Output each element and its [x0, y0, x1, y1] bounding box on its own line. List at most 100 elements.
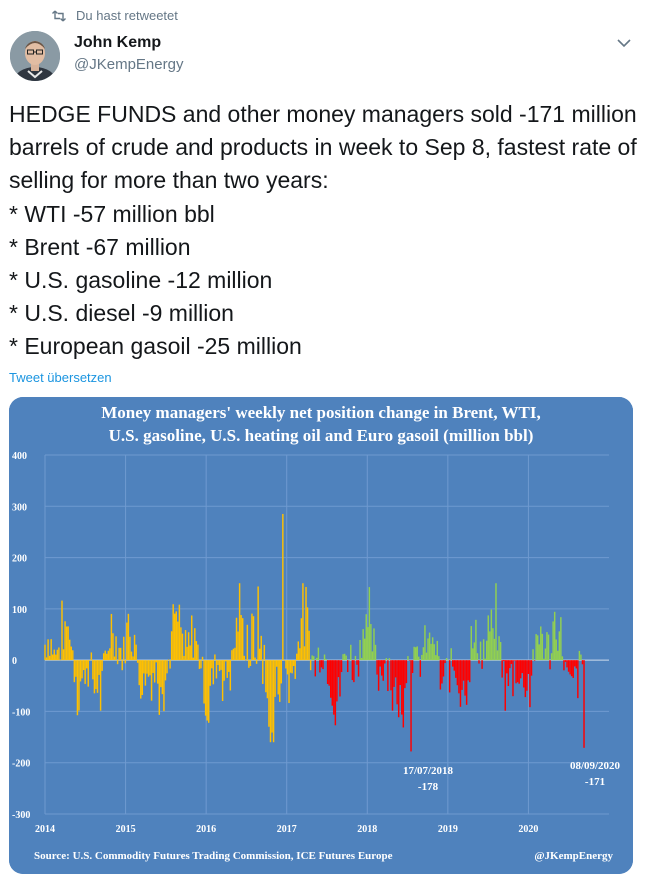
- chart-bar: [186, 646, 188, 661]
- chevron-down-icon[interactable]: [614, 36, 634, 50]
- chart-bar: [123, 636, 125, 661]
- chart-bar: [532, 649, 534, 661]
- chart-bar: [217, 660, 219, 666]
- chart-bar: [184, 630, 187, 661]
- avatar[interactable]: [10, 31, 60, 81]
- chart-bar: [379, 660, 381, 667]
- chart-bar: [470, 626, 473, 661]
- chart-bar: [410, 660, 412, 752]
- chart-bar: [255, 660, 258, 664]
- chart-bar: [59, 659, 62, 661]
- y-tick-label: 400: [12, 451, 27, 462]
- chart-bar: [229, 660, 232, 691]
- chart-bar: [444, 660, 446, 664]
- chart-bar: [279, 660, 281, 702]
- chart-bar: [339, 660, 341, 697]
- chart-bar: [146, 660, 148, 674]
- chart-bar: [577, 660, 579, 699]
- chart-bar: [363, 638, 366, 661]
- chart-bar: [519, 660, 522, 679]
- chart-bar: [62, 649, 65, 661]
- annotation-value-2020: -171: [585, 776, 605, 788]
- chart-bar: [462, 660, 465, 681]
- chart-image[interactable]: Money managers' weekly net position chan…: [9, 397, 633, 874]
- chart-bar: [203, 660, 205, 704]
- chart-bar: [289, 660, 292, 673]
- chart-bar: [581, 660, 584, 665]
- chart-bar: [416, 646, 418, 661]
- chart-bar: [238, 583, 241, 661]
- chart-bar: [583, 660, 585, 748]
- chart-bar: [167, 659, 170, 661]
- chart-bar: [178, 604, 181, 661]
- chart-bar: [50, 639, 52, 661]
- chart-bar: [479, 641, 482, 661]
- chart-bar: [580, 654, 582, 661]
- chart-bar: [155, 660, 157, 663]
- chart-bar: [124, 660, 127, 664]
- chart-bar: [294, 660, 296, 679]
- chart-bar: [502, 660, 505, 662]
- chart-bar: [509, 660, 511, 669]
- chart-bar: [356, 660, 358, 665]
- chart-bar: [228, 660, 230, 672]
- chart-bar: [209, 660, 211, 686]
- chart-bar: [499, 642, 502, 661]
- chart-bar: [334, 660, 337, 726]
- chart-bar: [70, 646, 72, 661]
- translate-link[interactable]: Tweet übersetzen: [9, 370, 112, 385]
- chart-bar: [149, 660, 151, 676]
- chart-bar: [187, 632, 190, 661]
- chart-bar: [515, 660, 517, 684]
- chart-bar: [458, 660, 460, 694]
- author-handle[interactable]: @JKempEnergy: [74, 56, 184, 73]
- chart-bar: [325, 658, 327, 661]
- annotation-date-2020: 08/09/2020: [570, 760, 621, 772]
- chart-bar: [529, 660, 531, 708]
- chart-bar: [112, 633, 114, 661]
- chart-bar: [401, 660, 403, 715]
- chart-bar: [226, 660, 228, 678]
- chart-bar: [380, 660, 383, 676]
- chart-bar: [311, 655, 313, 661]
- x-tick-label: 2018: [357, 824, 377, 835]
- chart-bar: [231, 650, 233, 661]
- author-name[interactable]: John Kemp: [74, 34, 162, 51]
- chart-bar: [254, 657, 256, 661]
- chart-background: [9, 397, 633, 874]
- chart-bar: [374, 644, 377, 661]
- chart-bar: [535, 634, 537, 661]
- chart-bar: [269, 660, 272, 743]
- chart-bar: [523, 660, 525, 688]
- x-tick-label: 2015: [116, 824, 136, 835]
- chart-bar: [487, 615, 489, 661]
- chart-bar: [557, 650, 559, 661]
- chart-bar: [109, 648, 111, 661]
- chart-bar: [475, 619, 477, 661]
- chart-bar: [240, 615, 242, 661]
- chart-bar: [306, 607, 309, 661]
- chart-bar: [224, 660, 227, 662]
- chart-bar: [237, 631, 239, 661]
- chart-bar: [204, 660, 207, 716]
- x-tick-label: 2016: [196, 824, 216, 835]
- chart-bar: [212, 660, 215, 685]
- chart-bar: [249, 660, 252, 667]
- chart-bar: [136, 660, 139, 663]
- chart-bar: [257, 586, 259, 661]
- chart-bar: [328, 660, 330, 686]
- chart-bar: [263, 644, 266, 661]
- chart-bar: [404, 660, 406, 689]
- chart-bar: [218, 660, 221, 672]
- chart-bar: [113, 656, 116, 661]
- chart-bar: [163, 660, 165, 712]
- chart-bar: [430, 643, 432, 661]
- chart-bar: [291, 660, 293, 674]
- chart-bar: [424, 625, 426, 661]
- chart-bar: [201, 656, 204, 661]
- chart-bar: [384, 660, 386, 664]
- chart-bar: [53, 649, 55, 661]
- chart-bar: [496, 650, 499, 661]
- chart-bar: [516, 660, 519, 683]
- y-tick-label: 100: [12, 605, 27, 616]
